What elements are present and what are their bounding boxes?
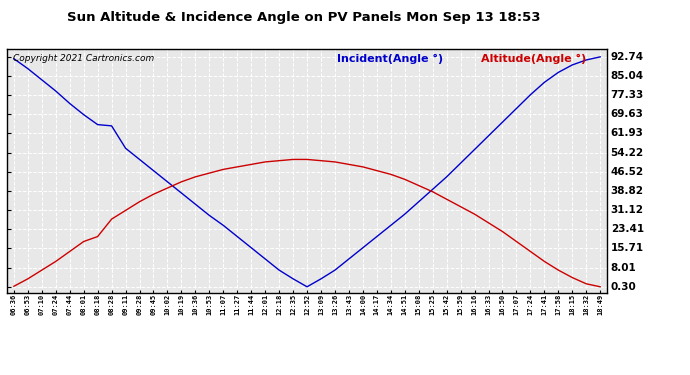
Text: Sun Altitude & Incidence Angle on PV Panels Mon Sep 13 18:53: Sun Altitude & Incidence Angle on PV Pan…	[67, 11, 540, 24]
Text: 8.01: 8.01	[611, 262, 636, 273]
Text: 85.04: 85.04	[611, 71, 644, 81]
Text: 31.12: 31.12	[611, 205, 644, 215]
Text: 23.41: 23.41	[611, 224, 644, 234]
Text: 46.52: 46.52	[611, 167, 644, 177]
Text: 92.74: 92.74	[611, 52, 644, 62]
Text: Altitude(Angle °): Altitude(Angle °)	[481, 54, 586, 64]
Text: 69.63: 69.63	[611, 110, 644, 119]
Text: 54.22: 54.22	[611, 148, 644, 158]
Text: 0.30: 0.30	[611, 282, 636, 292]
Text: 15.71: 15.71	[611, 243, 644, 254]
Text: 38.82: 38.82	[611, 186, 644, 196]
Text: Incident(Angle °): Incident(Angle °)	[337, 54, 443, 64]
Text: 77.33: 77.33	[611, 90, 644, 100]
Text: Copyright 2021 Cartronics.com: Copyright 2021 Cartronics.com	[13, 54, 154, 63]
Text: 61.93: 61.93	[611, 129, 644, 138]
